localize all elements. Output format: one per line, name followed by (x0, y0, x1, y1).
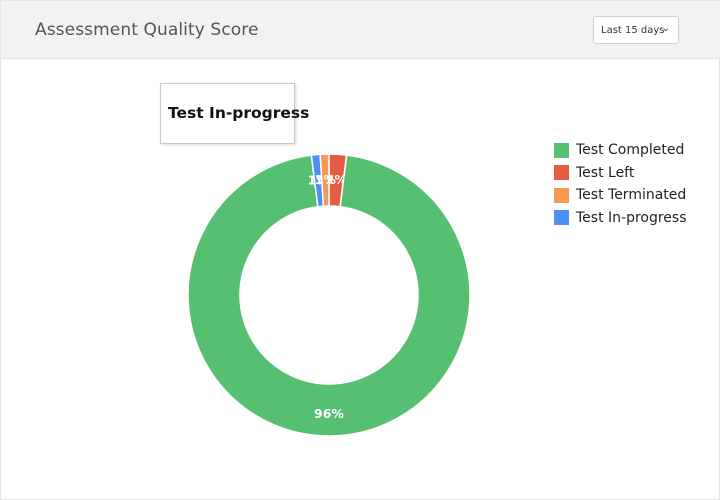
legend-swatch (554, 187, 569, 203)
legend-label: Test Completed (576, 142, 685, 159)
chart-tooltip: Test In-progress (160, 83, 309, 144)
date-range-select[interactable]: Last 15 days ⌄ (593, 16, 679, 44)
donut-chart: 2%96%1%1% (187, 153, 471, 437)
chevron-down-icon: ⌄ (661, 23, 670, 34)
date-range-value: Last 15 days (601, 24, 665, 36)
data-label-test-completed: 96% (314, 406, 344, 421)
legend-swatch (554, 142, 569, 158)
legend-label: Test In-progress (576, 209, 687, 226)
legend-item-test-left[interactable]: Test Left (554, 162, 687, 185)
chart-legend: Test Completed Test Left Test Terminated Te… (554, 139, 687, 229)
legend-swatch (554, 165, 569, 181)
data-label-test-terminated: 1% (315, 172, 337, 187)
donut-slice-test-completed[interactable] (187, 154, 471, 437)
legend-item-test-completed[interactable]: Test Completed (554, 139, 687, 162)
legend-label: Test Left (576, 164, 635, 181)
card-title: Assessment Quality Score (35, 20, 259, 40)
data-label-test-left: 2% (326, 172, 348, 187)
legend-swatch (554, 210, 569, 226)
legend-item-test-in-progress[interactable]: Test In-progress (554, 207, 687, 230)
legend-label: Test Terminated (576, 187, 687, 204)
donut-slice-test-terminated[interactable] (319, 153, 330, 207)
legend-item-test-terminated[interactable]: Test Terminated (554, 184, 687, 207)
card-header: Assessment Quality Score Last 15 days ⌄ (1, 1, 720, 59)
